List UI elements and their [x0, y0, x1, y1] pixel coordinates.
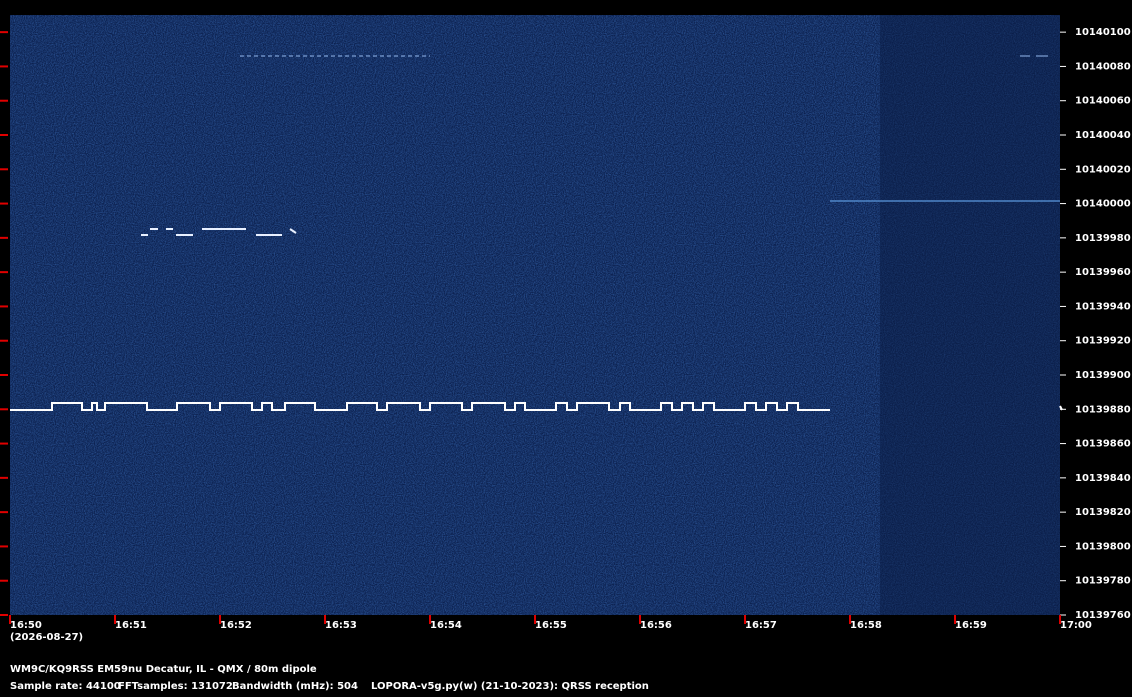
- weak-trace: [141, 228, 297, 236]
- y-tick-label: 10139920: [1075, 336, 1131, 347]
- x-tick-label: 16:54: [430, 620, 462, 631]
- y-tick-label: 10139900: [1075, 370, 1131, 381]
- y-tick-label: 10140080: [1075, 61, 1131, 72]
- x-tick-label: 17:00: [1060, 620, 1092, 631]
- x-tick-label: 16:55: [535, 620, 567, 631]
- y-tick-label: 10140040: [1075, 130, 1131, 141]
- y-tick-label: 10139880: [1075, 404, 1131, 415]
- y-tick-label: 10139840: [1075, 473, 1131, 484]
- x-tick-label: 16:53: [325, 620, 357, 631]
- station: WM9C/KQ9RSS EM59nu Decatur, IL - QMX / 8…: [10, 664, 317, 675]
- sample-rate: Sample rate: 44100: [10, 681, 121, 692]
- x-tick-label: 16:57: [745, 620, 777, 631]
- x-tick-label: 16:56: [640, 620, 672, 631]
- date-label: (2026-08-27): [10, 632, 83, 643]
- x-tick-label: 16:50: [10, 620, 42, 631]
- y-tick-label: 10140100: [1075, 27, 1131, 38]
- y-tick-label: 10139820: [1075, 507, 1131, 518]
- y-tick-label: 10139940: [1075, 301, 1131, 312]
- y-tick-label: 10139860: [1075, 439, 1131, 450]
- x-tick-label: 16:59: [955, 620, 987, 631]
- y-tick-label: 10139780: [1075, 576, 1131, 587]
- y-tick-label: 10139980: [1075, 233, 1131, 244]
- y-tick-label: 10139960: [1075, 267, 1131, 278]
- y-tick-label: 10139800: [1075, 541, 1131, 552]
- x-tick-label: 16:51: [115, 620, 147, 631]
- x-tick-label: 16:58: [850, 620, 882, 631]
- y-tick-label: 10140060: [1075, 96, 1131, 107]
- y-tick-label: 10140000: [1075, 199, 1131, 210]
- signal-trace: [10, 402, 830, 411]
- y-tick-label: 10140020: [1075, 164, 1131, 175]
- band-shade: [880, 15, 1060, 615]
- bandwidth: Bandwidth (mHz): 504: [232, 681, 358, 692]
- software: LOPORA-v5g.py(w) (21-10-2023): QRSS rece…: [371, 681, 649, 692]
- y-tick-label: 10139760: [1075, 610, 1131, 621]
- fft-samples: FFTsamples: 131072: [118, 681, 233, 692]
- x-tick-label: 16:52: [220, 620, 252, 631]
